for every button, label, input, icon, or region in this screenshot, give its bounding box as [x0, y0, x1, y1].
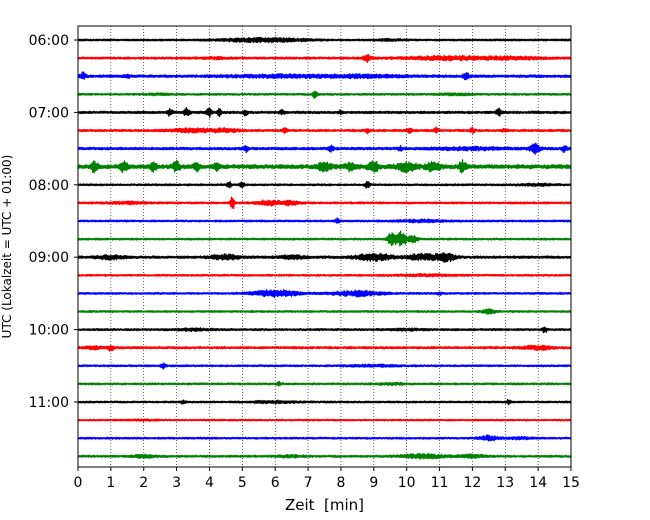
x-axis: 0 1 2 3 4 5 6 7 8 9 10 11 12 13 14 15	[74, 467, 580, 491]
seismic-trace	[77, 326, 572, 334]
seismic-trace	[77, 434, 572, 442]
y-tick-label: 06:00	[29, 33, 69, 49]
seismic-trace	[77, 217, 572, 224]
x-tick-label: 13	[496, 475, 514, 491]
x-tick-label: 5	[238, 475, 247, 491]
y-tick-label: 08:00	[29, 178, 69, 194]
seismic-trace	[77, 90, 572, 99]
y-tick-label: 11:00	[29, 395, 69, 411]
seismic-trace	[77, 362, 572, 370]
seismic-trace	[77, 252, 572, 263]
y-axis: 06:00 07:00 08:00 09:00 10:00 11:00	[29, 33, 78, 411]
seismic-trace	[77, 107, 572, 119]
x-tick-label: 9	[369, 475, 378, 491]
x-tick-label: 8	[336, 475, 345, 491]
seismic-trace	[77, 180, 572, 189]
seismic-traces	[77, 36, 572, 460]
seismic-trace	[77, 159, 572, 174]
x-tick-label: 15	[562, 475, 580, 491]
seismic-trace	[77, 380, 572, 387]
seismic-trace	[77, 344, 572, 352]
x-tick-label: 6	[271, 475, 280, 491]
plot-frame	[77, 25, 572, 468]
x-tick-label: 2	[139, 475, 148, 491]
seismic-trace	[77, 36, 572, 44]
x-tick-label: 3	[172, 475, 181, 491]
y-tick-label: 10:00	[29, 323, 69, 339]
x-tick-label: 1	[106, 475, 115, 491]
x-tick-label: 10	[398, 475, 416, 491]
y-tick-label: 07:00	[29, 105, 69, 121]
seismic-trace	[77, 398, 572, 406]
seismic-trace	[77, 418, 572, 422]
y-axis-title: UTC (Lokalzeit = UTC + 01:00)	[0, 155, 14, 339]
seismic-trace	[77, 308, 572, 315]
x-tick-label: 0	[74, 475, 83, 491]
seismic-trace	[77, 289, 572, 299]
x-tick-label: 11	[431, 475, 449, 491]
seismic-trace	[77, 230, 572, 247]
x-tick-label: 14	[529, 475, 547, 491]
y-tick-label: 09:00	[29, 250, 69, 266]
x-axis-title: Zeit [min]	[285, 496, 364, 514]
seismic-trace	[77, 272, 572, 278]
x-tick-label: 4	[205, 475, 214, 491]
x-tick-label: 7	[304, 475, 313, 491]
seismic-trace	[77, 53, 572, 63]
seismic-trace	[77, 126, 572, 135]
seismic-trace	[77, 196, 572, 210]
seismic-trace	[77, 142, 572, 155]
x-tick-label: 12	[463, 475, 481, 491]
plot-background	[78, 26, 571, 467]
seismic-trace	[77, 71, 572, 81]
seismic-trace	[77, 452, 572, 460]
